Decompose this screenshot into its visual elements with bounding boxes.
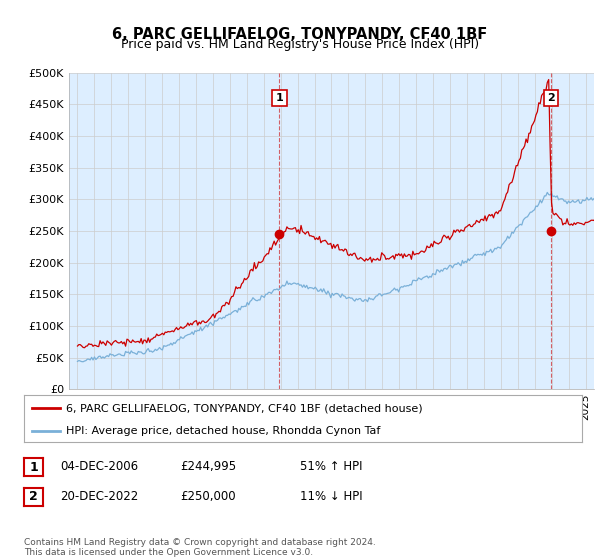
Text: HPI: Average price, detached house, Rhondda Cynon Taf: HPI: Average price, detached house, Rhon… <box>66 426 380 436</box>
Text: 1: 1 <box>275 93 283 103</box>
Text: 6, PARC GELLIFAELOG, TONYPANDY, CF40 1BF (detached house): 6, PARC GELLIFAELOG, TONYPANDY, CF40 1BF… <box>66 403 422 413</box>
Text: 51% ↑ HPI: 51% ↑ HPI <box>300 460 362 473</box>
Text: Contains HM Land Registry data © Crown copyright and database right 2024.
This d: Contains HM Land Registry data © Crown c… <box>24 538 376 557</box>
Text: 6, PARC GELLIFAELOG, TONYPANDY, CF40 1BF: 6, PARC GELLIFAELOG, TONYPANDY, CF40 1BF <box>112 27 488 42</box>
Text: £244,995: £244,995 <box>180 460 236 473</box>
Text: 2: 2 <box>29 490 38 503</box>
Text: 11% ↓ HPI: 11% ↓ HPI <box>300 489 362 503</box>
Text: 04-DEC-2006: 04-DEC-2006 <box>60 460 138 473</box>
Text: 20-DEC-2022: 20-DEC-2022 <box>60 489 138 503</box>
Text: 1: 1 <box>29 460 38 474</box>
Text: £250,000: £250,000 <box>180 489 236 503</box>
Text: 2: 2 <box>547 93 555 103</box>
Text: Price paid vs. HM Land Registry's House Price Index (HPI): Price paid vs. HM Land Registry's House … <box>121 38 479 51</box>
